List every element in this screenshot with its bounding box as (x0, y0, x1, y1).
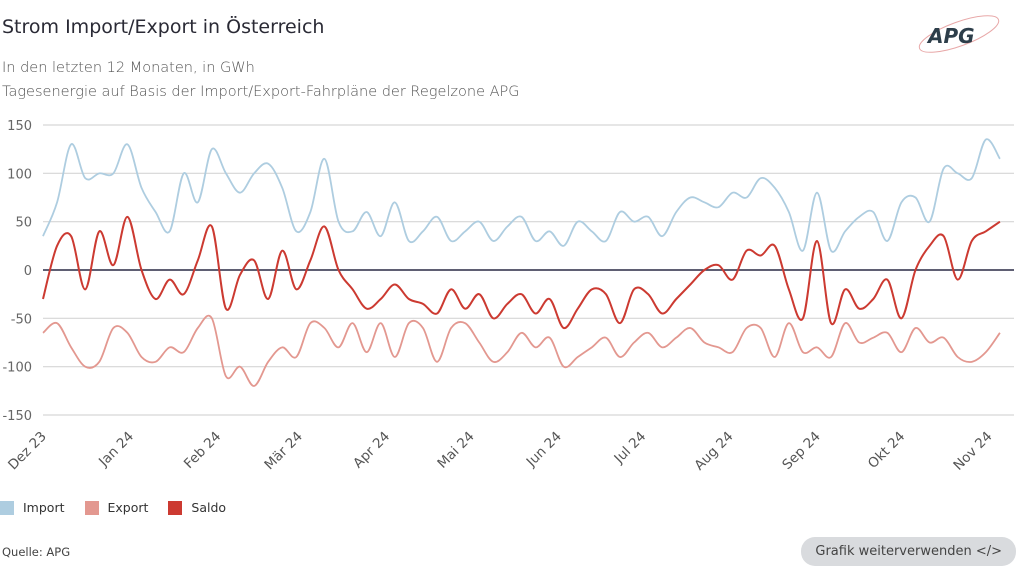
import-swatch (0, 500, 14, 515)
x-tick-label: Nov 24 (950, 429, 995, 474)
export-swatch (84, 500, 99, 515)
y-tick-label: -150 (2, 409, 32, 424)
source-note: Quelle: APG (2, 545, 71, 559)
apg-logo: APG (918, 15, 1000, 53)
legend-import[interactable]: Import (0, 500, 65, 515)
legend-label: Export (107, 500, 149, 515)
x-tick-label: Mai 24 (434, 429, 477, 472)
saldo-series-line (42, 215, 1001, 330)
y-tick-label: -50 (11, 312, 32, 327)
reuse-graphic-button[interactable]: Grafik weiterverwenden </> (801, 537, 1016, 566)
y-tick-label: 100 (7, 167, 32, 182)
chart-description: Tagesenergie auf Basis der Import/Export… (2, 84, 520, 100)
y-tick-label: 150 (7, 119, 32, 134)
x-tick-label: Jun 24 (523, 429, 565, 471)
y-tick-label: -100 (2, 361, 32, 376)
legend-label: Import (23, 500, 65, 515)
y-tick-label: 50 (15, 216, 32, 231)
x-tick-label: Jul 24 (611, 429, 650, 468)
x-tick-label: Sep 24 (779, 429, 823, 473)
import-series-line (42, 138, 1001, 253)
x-tick-label: Mär 24 (261, 429, 306, 474)
legend-label: Saldo (191, 500, 227, 515)
y-tick-label: 0 (24, 264, 32, 279)
x-tick-label: Feb 24 (181, 429, 224, 472)
x-tick-label: Dez 23 (5, 429, 50, 474)
x-tick-label: Apr 24 (350, 429, 393, 472)
x-tick-label: Okt 24 (865, 429, 908, 472)
chart-title: Strom Import/Export in Österreich (2, 16, 325, 38)
legend: Import Export Saldo (0, 500, 226, 515)
svg-text:APG: APG (926, 24, 975, 48)
x-tick-label: Jan 24 (95, 429, 137, 471)
line-chart: 150 100 50 0 -50 -100 -150 Dez 23 Jan 24 Feb 24 Mä… (2, 119, 1014, 474)
legend-export[interactable]: Export (84, 500, 149, 515)
chart-subtitle: In den letzten 12 Monaten, in GWh (2, 60, 255, 76)
x-tick-label: Aug 24 (691, 429, 736, 474)
export-series-line (42, 314, 1001, 387)
legend-saldo[interactable]: Saldo (168, 500, 226, 515)
saldo-swatch (168, 500, 183, 515)
